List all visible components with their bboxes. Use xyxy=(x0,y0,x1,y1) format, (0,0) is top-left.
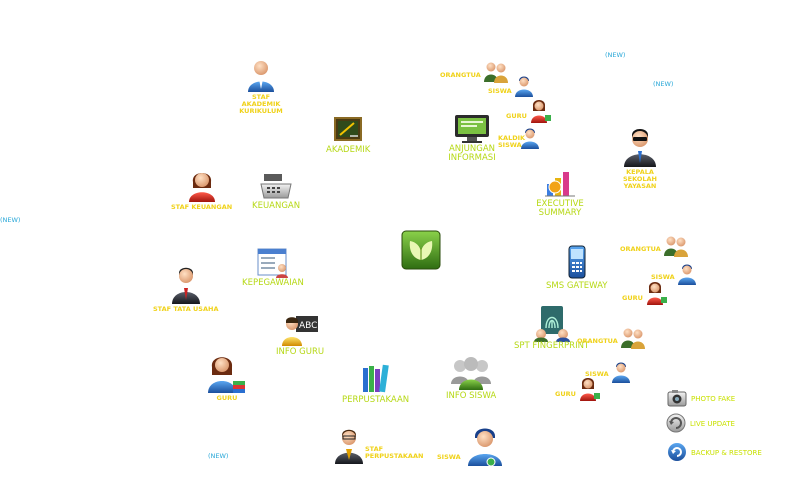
info-guru-label: INFO GURU xyxy=(276,347,325,357)
anjungan-module[interactable]: ANJUNGAN INFORMASI xyxy=(446,113,498,163)
parents-icon xyxy=(663,236,688,257)
guru-3-role[interactable]: GURU xyxy=(555,376,601,402)
guru-2-role[interactable]: GURU xyxy=(622,280,668,306)
new-tag: (NEW) xyxy=(208,452,229,460)
orangtua-3-role[interactable]: ORANGTUA xyxy=(577,326,646,350)
kepala-sekolah-role[interactable]: KEPALA SEKOLAH YAYASAN xyxy=(612,125,668,190)
kaldik-siswa-role[interactable]: KALDIK SISWA xyxy=(498,126,540,150)
orangtua-3-label: ORANGTUA xyxy=(577,336,618,345)
guru-1-role[interactable]: GURU xyxy=(506,98,552,124)
staf-keuangan-label: STAF KEUANGAN xyxy=(171,203,233,211)
backup-icon xyxy=(668,443,686,461)
siswa-3-label: SISWA xyxy=(585,369,609,378)
kepala-sekolah-label: KEPALA SEKOLAH YAYASAN xyxy=(622,168,657,190)
books-icon xyxy=(362,364,389,393)
sms-gateway-module[interactable]: SMS GATEWAY xyxy=(546,244,607,291)
fingerprint-icon xyxy=(533,306,570,342)
student-small-icon xyxy=(514,76,533,97)
teacher-small-icon xyxy=(646,282,667,305)
executive-summary-module[interactable]: EXECUTIVE SUMMARY xyxy=(532,166,588,218)
chalkboard-icon xyxy=(334,117,363,141)
sms-gateway-label: SMS GATEWAY xyxy=(546,281,608,291)
siswa-2-label: SISWA xyxy=(651,272,675,281)
staf-tata-usaha-role[interactable]: STAF TATA USAHA xyxy=(153,264,218,313)
mobile-phone-icon xyxy=(568,245,586,279)
siswa-bottom-label: SISWA xyxy=(437,452,461,461)
kiosk-monitor-icon xyxy=(455,115,489,143)
akademik-label: AKADEMIK xyxy=(326,145,371,155)
fingerprint-label: SPT FINGERPRINT xyxy=(514,341,590,351)
bar-chart-icon xyxy=(545,172,575,197)
siswa-1-label: SISWA xyxy=(488,86,512,95)
live-update-module[interactable]: LIVE UPDATE xyxy=(665,412,735,434)
siswa-bottom-role[interactable]: SISWA xyxy=(437,424,505,468)
new-tag: (NEW) xyxy=(0,216,21,224)
guru-1-label: GURU xyxy=(506,111,527,120)
guru-2-label: GURU xyxy=(622,293,643,302)
kaldik-siswa-label: KALDIK SISWA xyxy=(498,134,526,149)
fingerprint-module[interactable]: SPT FINGERPRINT xyxy=(514,304,589,351)
perpustakaan-label: PERPUSTAKAAN xyxy=(342,395,410,405)
orangtua-2-label: ORANGTUA xyxy=(620,244,661,253)
student-small-icon xyxy=(611,362,630,383)
guru-left-label: GURU xyxy=(216,394,238,402)
student-icon xyxy=(467,428,502,467)
guru-3-label: GURU xyxy=(555,389,576,398)
keuangan-module[interactable]: KEUANGAN xyxy=(252,170,300,211)
leaf-logo-icon xyxy=(401,230,441,270)
orangtua-2-role[interactable]: ORANGTUA xyxy=(620,234,689,258)
siswa-1-role[interactable]: SISWA xyxy=(488,74,534,98)
executive-summary-label: EXECUTIVE SUMMARY xyxy=(536,199,584,218)
keuangan-label: KEUANGAN xyxy=(252,201,301,211)
photo-fake-label: PHOTO FAKE xyxy=(691,395,736,403)
guru-left-role[interactable]: GURU xyxy=(207,353,247,402)
camera-icon xyxy=(667,390,687,407)
female-staff-icon xyxy=(188,173,215,202)
staff-person-icon xyxy=(248,61,274,92)
cash-register-icon xyxy=(260,174,292,199)
staf-akademik-role[interactable]: STAF AKADEMIK KURIKULUM xyxy=(236,58,286,115)
new-tag: (NEW) xyxy=(605,51,626,59)
info-guru-module[interactable]: ABC INFO GURU xyxy=(276,312,324,357)
anjungan-label: ANJUNGAN INFORMASI xyxy=(448,144,496,163)
teacher-female-icon xyxy=(208,357,245,393)
student-small-icon xyxy=(677,264,696,285)
staf-perpustakaan-role[interactable]: STAF PERPUSTAKAAN xyxy=(333,426,424,466)
teacher-small-icon xyxy=(530,100,551,123)
center-logo[interactable] xyxy=(401,230,441,270)
staf-perpustakaan-label: STAF PERPUSTAKAAN xyxy=(365,445,424,460)
teacher-abc-icon: ABC xyxy=(282,316,319,346)
parents-icon xyxy=(483,62,508,83)
backup-restore-module[interactable]: BACKUP & RESTORE xyxy=(666,440,762,464)
staf-keuangan-role[interactable]: STAF KEUANGAN xyxy=(171,168,232,211)
kepegawaian-label: KEPEGAWAIAN xyxy=(242,278,304,288)
info-siswa-label: INFO SISWA xyxy=(446,391,497,401)
info-siswa-module[interactable]: INFO SISWA xyxy=(446,352,496,401)
employee-list-icon xyxy=(257,248,288,278)
new-tag: (NEW) xyxy=(653,80,674,88)
siswa-3-role[interactable]: SISWA xyxy=(585,360,631,384)
kepegawaian-module[interactable]: KEPEGAWAIAN xyxy=(242,247,304,288)
office-staff-icon xyxy=(171,267,200,304)
perpustakaan-module[interactable]: PERPUSTAKAAN xyxy=(342,362,409,405)
staf-tata-usaha-label: STAF TATA USAHA xyxy=(153,305,219,313)
librarian-icon xyxy=(335,429,363,464)
principal-icon xyxy=(624,129,656,167)
parents-icon xyxy=(620,328,645,349)
orangtua-1-role[interactable]: ORANGTUA xyxy=(440,60,509,84)
orangtua-1-label: ORANGTUA xyxy=(440,70,481,79)
siswa-2-role[interactable]: SISWA xyxy=(651,262,697,286)
student-small-icon xyxy=(521,128,539,149)
update-icon xyxy=(666,413,686,433)
akademik-module[interactable]: AKADEMIK xyxy=(326,116,370,155)
live-update-label: LIVE UPDATE xyxy=(690,420,735,428)
students-group-icon xyxy=(451,357,492,390)
teacher-small-icon xyxy=(579,378,600,401)
photo-fake-module[interactable]: PHOTO FAKE xyxy=(666,387,735,409)
staf-akademik-label: STAF AKADEMIK KURIKULUM xyxy=(239,93,283,115)
svg-text:ABC: ABC xyxy=(299,321,317,331)
backup-restore-label: BACKUP & RESTORE xyxy=(691,449,762,457)
